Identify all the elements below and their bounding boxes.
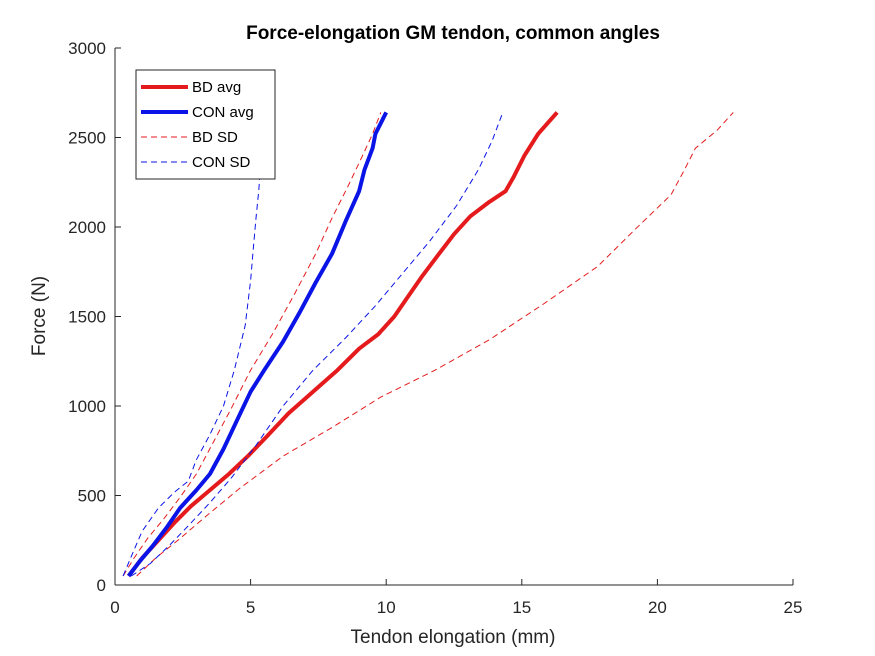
series-line-bd-avg-0 bbox=[127, 111, 559, 578]
x-tick-label: 0 bbox=[110, 598, 119, 617]
series-line-bd-sd-3 bbox=[136, 112, 734, 577]
legend-label-con-sd: CON SD bbox=[192, 154, 251, 171]
x-axis-label: Tendon elongation (mm) bbox=[351, 627, 556, 648]
y-tick-label: 3000 bbox=[68, 39, 106, 58]
y-tick-label: 1000 bbox=[68, 397, 106, 416]
y-ticks: 0 500 1000 1500 2000 2500 3000 bbox=[68, 39, 121, 595]
series-line-con-avg-1 bbox=[127, 111, 388, 578]
x-tick-label: 5 bbox=[246, 598, 255, 617]
legend-label-con-avg: CON avg bbox=[192, 104, 254, 121]
y-tick-label: 0 bbox=[97, 576, 106, 595]
series-line-bd-sd-2 bbox=[122, 112, 382, 577]
series-line-con-sd-4 bbox=[122, 112, 262, 577]
legend: BD avg CON avg BD SD CON SD bbox=[135, 69, 276, 180]
series-line-con-sd-5 bbox=[131, 112, 504, 577]
y-tick-label: 1500 bbox=[68, 308, 106, 327]
y-tick-label: 500 bbox=[78, 487, 106, 506]
x-tick-label: 10 bbox=[377, 598, 396, 617]
chart-title: Force-elongation GM tendon, common angle… bbox=[246, 23, 660, 44]
x-tick-label: 25 bbox=[784, 598, 803, 617]
series-layer bbox=[122, 111, 734, 578]
y-axis-label: Force (N) bbox=[29, 276, 50, 356]
x-tick-label: 20 bbox=[648, 598, 667, 617]
x-ticks: 0 5 10 15 20 25 bbox=[110, 579, 802, 617]
legend-label-bd-sd: BD SD bbox=[192, 129, 238, 146]
legend-label-bd-avg: BD avg bbox=[192, 79, 241, 96]
y-tick-label: 2000 bbox=[68, 218, 106, 237]
y-tick-label: 2500 bbox=[68, 129, 106, 148]
x-tick-label: 15 bbox=[512, 598, 531, 617]
